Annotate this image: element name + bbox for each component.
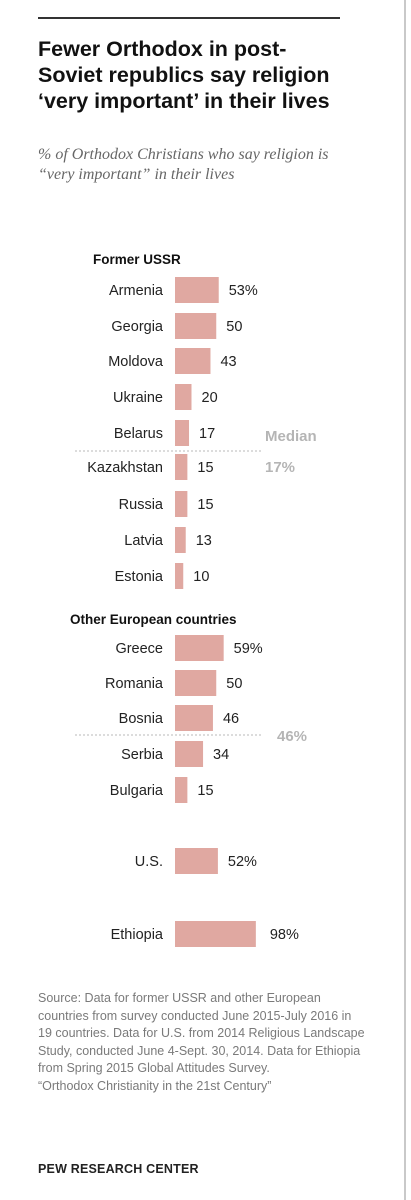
median-value: 17% [265,459,295,476]
pew-research-center-logo: PEW RESEARCH CENTER [38,1162,199,1176]
bar-chart: Former USSR Armenia 53% Georgia 50 Moldova 43 U… [70,252,317,947]
value-label-georgia: 50 [226,319,242,335]
bar-kazakhstan [175,454,188,480]
bar-moldova [175,348,211,374]
category-label-romania: Romania [105,676,164,692]
category-label-latvia: Latvia [124,533,164,549]
bar-greece [175,635,224,661]
category-label-armenia: Armenia [109,283,164,299]
value-label-greece: 59% [234,641,263,657]
value-label-armenia: 53% [229,283,258,299]
median-label: Median [265,428,317,445]
bar-russia [175,491,188,517]
chart-title: Fewer Orthodox in post-Soviet republics … [38,37,330,113]
bar-estonia [175,563,184,589]
category-label-estonia: Estonia [115,569,164,585]
bar-armenia [175,277,219,303]
group-header-former-ussr: Former USSR [93,252,181,267]
value-label-kazakhstan: 15 [197,460,213,476]
bar-bulgaria [175,777,188,803]
bar-latvia [175,527,186,553]
value-label-russia: 15 [197,497,213,513]
bar-bosnia [175,705,213,731]
bar-u-s [175,848,218,874]
category-label-u-s: U.S. [135,854,163,870]
category-label-bosnia: Bosnia [119,711,164,727]
category-label-russia: Russia [119,497,164,513]
source-note: Source: Data for former USSR and other E… [38,991,365,1093]
bar-romania [175,670,217,696]
top-rule [38,17,340,19]
value-label-ethiopia: 98% [270,927,299,943]
chart-subtitle: % of Orthodox Christians who say religio… [38,146,329,183]
bar-ukraine [175,384,192,410]
value-label-bulgaria: 15 [197,783,213,799]
value-label-serbia: 34 [213,747,229,763]
value-label-belarus: 17 [199,426,215,442]
category-label-georgia: Georgia [111,319,164,335]
right-border [404,0,406,1200]
category-label-ethiopia: Ethiopia [111,927,164,943]
bar-belarus [175,420,190,446]
category-label-bulgaria: Bulgaria [110,783,164,799]
category-label-kazakhstan: Kazakhstan [87,460,163,476]
category-label-belarus: Belarus [114,426,163,442]
category-label-greece: Greece [115,641,163,657]
value-label-moldova: 43 [220,354,236,370]
median-value: 46% [277,728,307,745]
bar-ethiopia [175,921,256,947]
group-header-other-european-countries: Other European countries [70,612,237,627]
bar-georgia [175,313,217,339]
value-label-romania: 50 [226,676,242,692]
category-label-serbia: Serbia [121,747,164,763]
value-label-latvia: 13 [196,533,212,549]
value-label-ukraine: 20 [202,390,218,406]
bar-serbia [175,741,204,767]
value-label-bosnia: 46 [223,711,239,727]
category-label-ukraine: Ukraine [113,390,163,406]
value-label-estonia: 10 [193,569,209,585]
value-label-u-s: 52% [228,854,257,870]
category-label-moldova: Moldova [108,354,164,370]
